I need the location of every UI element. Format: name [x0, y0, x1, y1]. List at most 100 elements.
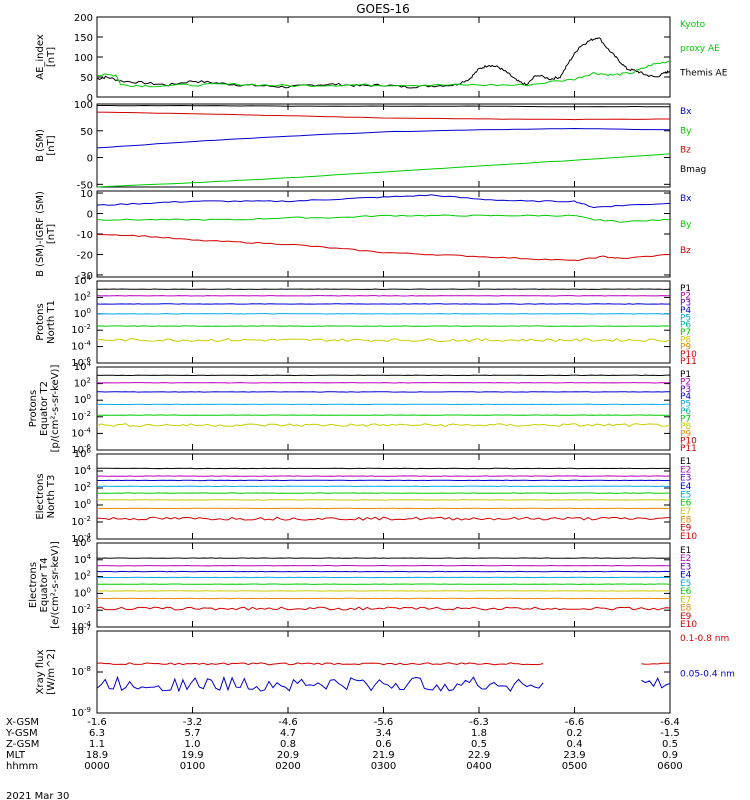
- x-tick-label: -6.6: [565, 717, 585, 728]
- x-tick-label: 0100: [180, 761, 205, 772]
- y-tick-label: 104: [74, 464, 92, 477]
- x-tick-label: -4.6: [278, 717, 298, 728]
- x-tick-label: 22.9: [468, 750, 490, 761]
- x-row-label: MLT: [6, 750, 26, 761]
- legend-entry: P10: [680, 350, 697, 360]
- legend-entry: Bz: [680, 146, 691, 156]
- legend-entry: E3: [680, 562, 691, 572]
- panel-frame: [96, 103, 671, 188]
- x-tick-label: -6.3: [469, 717, 489, 728]
- x-tick-label: 0000: [84, 761, 109, 772]
- y-tick-label: 102: [74, 570, 91, 583]
- x-tick-label: 0.4: [567, 739, 583, 750]
- series-0-1-0-8-nm: [96, 662, 671, 666]
- y-tick-label: 150: [74, 33, 93, 44]
- legend-entry: E5: [680, 579, 691, 589]
- legend-entry: E4: [680, 482, 692, 492]
- plot-title: GOES-16: [356, 2, 410, 16]
- y-axis-label: Electrons: [28, 562, 39, 608]
- series-bx: [96, 127, 671, 149]
- legend-entry: proxy AE: [680, 44, 720, 54]
- y-tick-label: 102: [74, 290, 91, 303]
- y-tick-label: 0: [87, 210, 93, 221]
- x-tick-label: 0.9: [662, 750, 678, 761]
- legend-entry: E2: [680, 465, 691, 475]
- legend-entry: P8: [680, 422, 691, 432]
- x-tick-label: 3.4: [376, 728, 392, 739]
- x-tick-label: 1.1: [89, 739, 105, 750]
- y-tick-label: 104: [74, 553, 92, 566]
- series-e9: [96, 516, 671, 521]
- legend-entry: By: [680, 220, 692, 230]
- x-tick-label: 18.9: [86, 750, 108, 761]
- legend-entry: P10: [680, 437, 697, 447]
- legend-entry: P7: [680, 328, 691, 338]
- y-tick-label: 100: [74, 100, 93, 111]
- y-axis-label: Protons: [28, 390, 39, 427]
- y-axis-label: Xray flux: [35, 650, 46, 695]
- legend-entry: P9: [680, 429, 691, 439]
- y-tick-label: 50: [80, 73, 93, 84]
- series-e3: [97, 479, 671, 482]
- legend-entry: P11: [680, 357, 697, 367]
- x-tick-label: -3.2: [183, 717, 203, 728]
- legend-entry: E6: [680, 587, 692, 597]
- legend-entry: P3: [680, 299, 691, 309]
- legend-entry: E8: [680, 604, 692, 614]
- y-tick-label: 10-2: [71, 603, 91, 616]
- y-tick-label: -50: [77, 180, 93, 191]
- legend-entry: E8: [680, 515, 692, 525]
- y-tick-label: 0: [87, 154, 93, 165]
- series-bmag: [97, 104, 670, 108]
- y-axis-label: North T3: [46, 475, 57, 519]
- legend-entry: P1: [680, 284, 691, 294]
- legend-entry: E1: [680, 546, 691, 556]
- y-axis-label: [p/(cm²-s-sr-keV)]: [50, 365, 61, 453]
- y-axis-label: [nT]: [46, 47, 57, 67]
- y-tick-label: 100: [74, 393, 91, 406]
- y-tick-label: 200: [74, 13, 93, 24]
- x-tick-label: 5.7: [185, 728, 201, 739]
- y-tick-label: 102: [74, 377, 91, 390]
- legend-entry: E9: [680, 612, 692, 622]
- y-tick-label: 102: [74, 481, 91, 494]
- x-tick-label: 0500: [562, 761, 587, 772]
- legend-entry: P4: [680, 392, 691, 402]
- y-tick-label: 10-2: [71, 410, 91, 423]
- panel-frame: [96, 366, 671, 451]
- y-tick-label: 10-7: [71, 624, 91, 637]
- y-axis-label: [nT]: [46, 224, 57, 244]
- legend-entry: By: [680, 126, 692, 136]
- legend-entry: E3: [680, 474, 691, 484]
- y-axis-label: [nT]: [46, 135, 57, 155]
- y-tick-label: -30: [77, 271, 93, 282]
- legend-entry: E5: [680, 490, 691, 500]
- series-by: [96, 214, 671, 223]
- legend-entry: P5: [680, 313, 691, 323]
- legend-entry: P3: [680, 385, 691, 395]
- series-kyoto-proxy-ae: [96, 60, 671, 88]
- y-tick-label: 10-4: [71, 426, 91, 439]
- x-tick-label: 0.2: [567, 728, 583, 739]
- y-tick-label: -10: [77, 230, 93, 241]
- series-p4: [96, 403, 670, 406]
- y-axis-label: Protons: [35, 303, 46, 340]
- panel-bigrf: -30 -20 -10 0 10 B (SM)-IGRF (SM) [nT] Bx By Bz: [35, 189, 692, 282]
- legend-entry: E10: [680, 532, 697, 542]
- legend-entry: Themis AE: [679, 68, 728, 78]
- panel-bsm: -50 0 50 100 B (SM) [nT] Bx By Bz Bmag: [35, 100, 706, 191]
- legend-entry: E7: [680, 595, 691, 605]
- x-tick-label: 0.8: [280, 739, 296, 750]
- legend-entry: P7: [680, 414, 691, 424]
- series-bx: [96, 194, 671, 209]
- y-axis-label: Equator T4: [39, 558, 50, 613]
- x-tick-label: 0.5: [662, 739, 678, 750]
- legend-entry: Kyoto: [680, 20, 706, 30]
- x-tick-label: 0300: [371, 761, 396, 772]
- x-tick-label: 4.7: [280, 728, 296, 739]
- legend-entry: E7: [680, 507, 691, 517]
